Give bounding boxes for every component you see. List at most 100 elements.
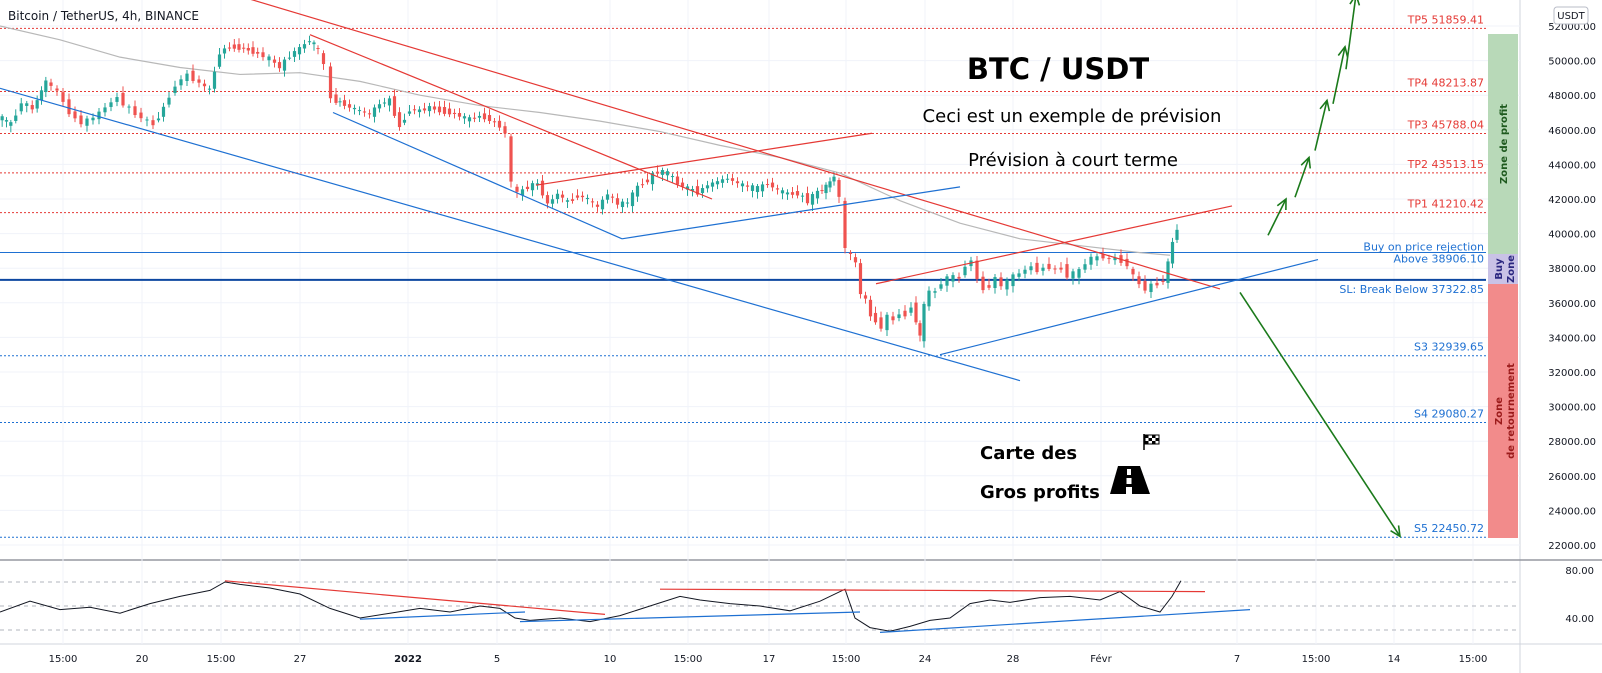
candle (897, 309, 901, 322)
rsi-trendline[interactable] (359, 611, 526, 620)
candle (185, 70, 189, 87)
candle (352, 104, 357, 115)
candle (207, 85, 212, 95)
candle (635, 182, 640, 202)
candle (272, 55, 277, 68)
profit-zone-label: Zone de profit (1499, 104, 1510, 184)
candle (975, 256, 979, 283)
currency-badge[interactable]: USDT (1553, 6, 1589, 25)
candle (179, 75, 183, 90)
candle (422, 102, 427, 114)
trendline[interactable] (195, 0, 1221, 290)
candle (520, 185, 525, 201)
candle (246, 43, 250, 55)
time-tick-label: 15:00 (832, 654, 861, 665)
candle (437, 101, 442, 116)
rsi-line (0, 580, 1182, 632)
candle (261, 47, 265, 61)
candle (202, 79, 207, 91)
candle (1149, 280, 1153, 298)
candle (853, 253, 858, 268)
candle (590, 198, 595, 208)
candle (357, 106, 362, 116)
rsi-trendline[interactable] (519, 611, 861, 623)
candle (987, 278, 991, 291)
candle (868, 295, 873, 321)
candle (1143, 275, 1147, 294)
price-tick-label: 46000.00 (1548, 126, 1596, 137)
time-tick-label: 10 (604, 654, 617, 665)
candle (824, 182, 828, 200)
rsi-trendline[interactable] (224, 580, 606, 615)
trendline[interactable] (875, 205, 1233, 285)
candle (585, 194, 590, 205)
candle (1047, 257, 1051, 272)
candle (750, 183, 755, 198)
candle (242, 43, 246, 53)
map-line-2: Gros profits (980, 482, 1100, 503)
price-tick-label: 24000.00 (1548, 506, 1596, 517)
candle (595, 201, 600, 212)
svg-text:USDT: USDT (1557, 11, 1585, 22)
price-tick-label: 44000.00 (1548, 160, 1596, 171)
rsi-tick-label: 80.00 (1565, 566, 1594, 577)
symbol-title: Bitcoin / TetherUS, 4h, BINANCE (8, 9, 199, 23)
profit-zone-band (1488, 34, 1518, 254)
price-tick-label: 28000.00 (1548, 437, 1596, 448)
candle (482, 107, 487, 123)
candle (858, 258, 863, 299)
candle (334, 87, 338, 106)
candle (1017, 269, 1021, 282)
candle (287, 51, 292, 61)
candle (909, 302, 913, 316)
candle (44, 76, 48, 98)
candle (387, 95, 392, 112)
level-label: Above 38906.10 (1394, 253, 1485, 266)
subtitle-1: Ceci est un exemple de prévision (923, 106, 1222, 127)
price-tick-label: 48000.00 (1548, 91, 1596, 102)
candle (565, 197, 570, 209)
buy-zone-label-1: Buy (1494, 258, 1505, 280)
trendline[interactable] (309, 34, 713, 200)
candle (815, 187, 820, 204)
candle (745, 181, 750, 192)
candle (251, 41, 255, 57)
candle (770, 177, 775, 192)
candle (121, 86, 125, 108)
price-tick-label: 40000.00 (1548, 230, 1596, 241)
candle (1113, 253, 1117, 265)
candle (312, 40, 316, 51)
candle (680, 177, 685, 191)
candle (467, 114, 472, 128)
candle (316, 45, 320, 55)
rsi-trendline[interactable] (879, 609, 1251, 633)
candle (509, 133, 513, 188)
candle (197, 75, 201, 88)
rsi-trendline[interactable] (659, 588, 1206, 593)
candle (85, 115, 89, 132)
candle (61, 88, 65, 107)
time-tick-label: Févr (1090, 653, 1112, 665)
trendline[interactable] (939, 258, 1319, 356)
trendline[interactable] (535, 132, 873, 186)
candle (725, 173, 730, 184)
candle (843, 197, 847, 254)
candle (127, 104, 131, 114)
time-axis: 15:00 20 15:00 27 2022 5 10 15:00 17 15:00 24 28 Fév… (49, 653, 1488, 665)
candle (1131, 266, 1135, 281)
time-tick-label: 14 (1388, 654, 1401, 665)
candle (1071, 268, 1075, 285)
candle (927, 286, 931, 311)
time-tick-label: 15:00 (674, 654, 703, 665)
candle (605, 189, 610, 204)
trendline[interactable] (621, 186, 961, 240)
trendline[interactable] (332, 111, 623, 240)
candle (760, 181, 765, 198)
candle (297, 43, 302, 60)
trendline[interactable] (0, 87, 1021, 382)
buy-zone-band (1488, 254, 1518, 284)
candle (655, 165, 660, 176)
moving-average (0, 25, 1171, 256)
